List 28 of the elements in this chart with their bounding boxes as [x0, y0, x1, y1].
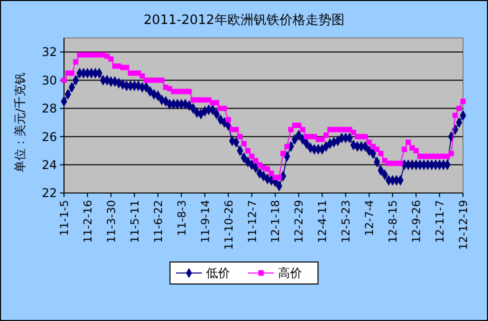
legend-label: 高价 — [278, 266, 302, 280]
chart-title: 2011-2012年欧洲钒铁价格走势图 — [144, 13, 344, 28]
y-tick-label: 28 — [42, 102, 57, 116]
x-tick-label: 12-5-23 — [340, 200, 353, 243]
x-tick-label: 11-9-14 — [198, 200, 212, 243]
y-tick-label: 24 — [42, 158, 57, 172]
x-tick-label: 11-8-3 — [175, 200, 188, 236]
x-tick-label: 12-2-29 — [292, 200, 306, 243]
x-tick-label: 12-8-15 — [386, 200, 400, 243]
x-tick-label: 12-1-18 — [269, 200, 282, 243]
x-tick-label: 11-1-5 — [58, 200, 71, 236]
x-tick-label: 11-5-11 — [128, 200, 142, 243]
x-tick-label: 12-9-26 — [410, 200, 424, 243]
x-tick-label: 11-12-7 — [246, 200, 259, 243]
x-tick-label: 11-2-16 — [81, 200, 94, 243]
x-tick-label: 12-4-11 — [316, 200, 330, 243]
y-tick-label: 26 — [42, 130, 57, 144]
legend-label: 低价 — [206, 266, 230, 280]
y-tick-label: 22 — [42, 186, 57, 200]
x-tick-label: 12-12-19 — [457, 200, 470, 250]
y-tick-label: 30 — [42, 73, 57, 88]
x-tick-label: 11-10-26 — [222, 200, 236, 250]
x-tick-label: 11-6-22 — [152, 200, 165, 243]
y-tick-label: 32 — [42, 45, 57, 60]
y-axis-title: 单位：美元/千克钒 — [13, 72, 27, 173]
x-tick-label: 12-7-4 — [363, 200, 376, 236]
x-tick-label: 12-11-7 — [434, 200, 447, 243]
x-tick-label: 11-3-30 — [104, 200, 118, 243]
